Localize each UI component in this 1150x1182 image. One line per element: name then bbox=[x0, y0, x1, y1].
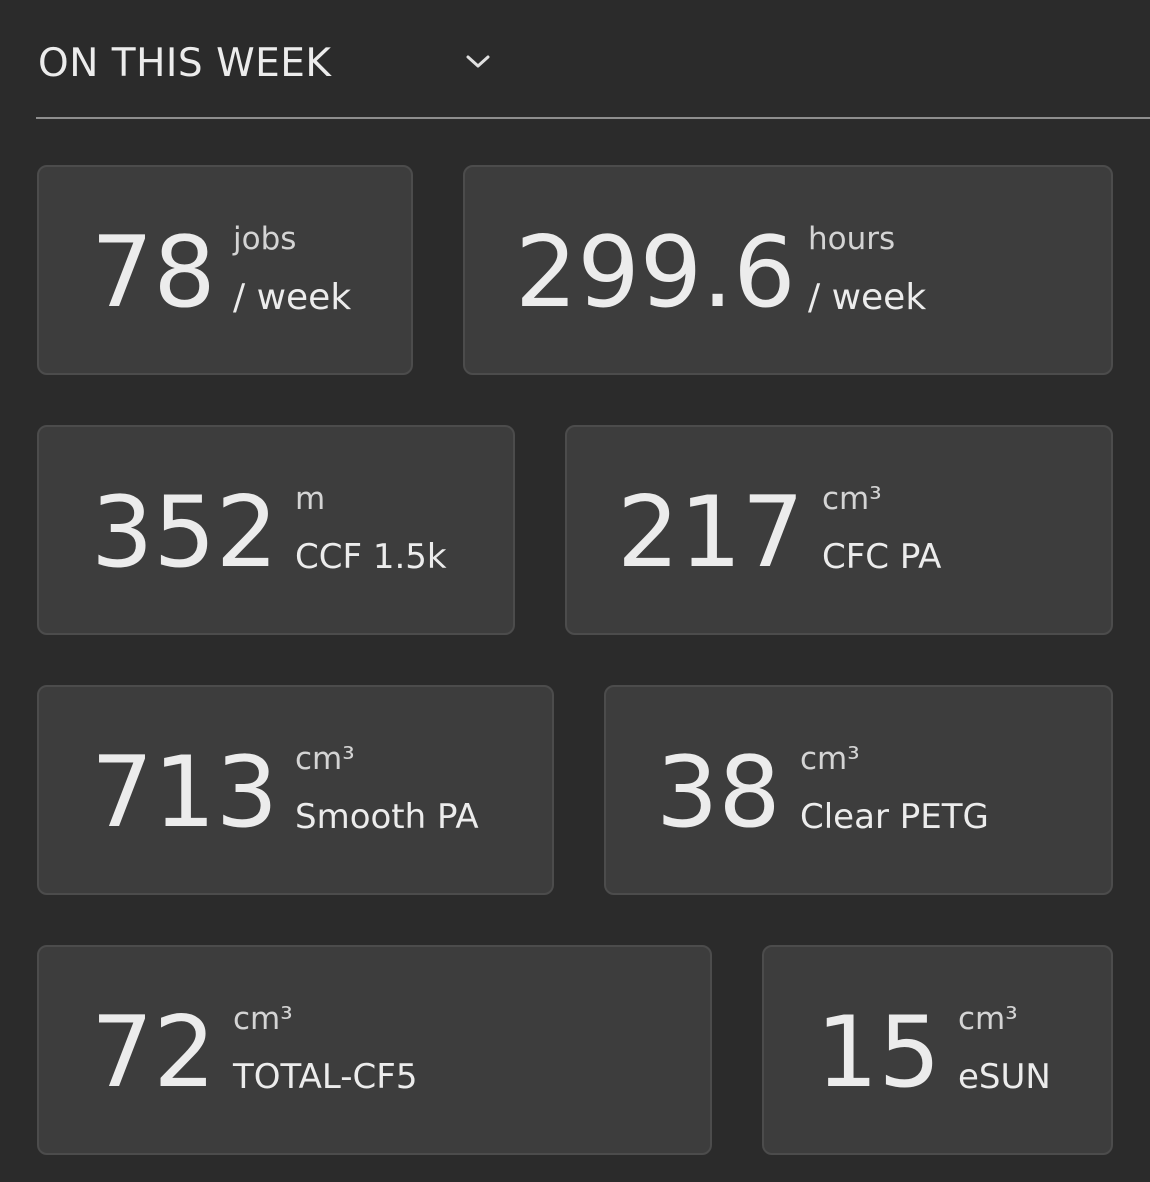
stat-unit: cm³ bbox=[822, 481, 882, 517]
stat-card-jobs: 78 jobs / week bbox=[37, 165, 413, 375]
stat-card-esun: 15 cm³ eSUN bbox=[762, 945, 1113, 1155]
stat-unit: cm³ bbox=[233, 1001, 293, 1037]
stat-card-hours: 299.6 hours / week bbox=[463, 165, 1113, 375]
stat-value: 78 bbox=[91, 216, 216, 330]
stat-card-smooth-pa: 713 cm³ Smooth PA bbox=[37, 685, 554, 895]
stat-card-cfc-pa: 217 cm³ CFC PA bbox=[565, 425, 1113, 635]
period-title: ON THIS WEEK bbox=[38, 40, 332, 86]
stat-value: 15 bbox=[816, 996, 941, 1110]
stat-card-ccf: 352 m CCF 1.5k bbox=[37, 425, 515, 635]
stat-label: CCF 1.5k bbox=[295, 537, 447, 577]
stat-unit: cm³ bbox=[295, 741, 355, 777]
stat-label: Clear PETG bbox=[800, 797, 989, 837]
stat-value: 352 bbox=[91, 476, 279, 590]
stat-value: 713 bbox=[91, 736, 279, 850]
stat-unit: cm³ bbox=[800, 741, 860, 777]
header-divider bbox=[36, 117, 1150, 119]
period-selector[interactable]: ON THIS WEEK bbox=[38, 28, 508, 98]
stat-unit: hours bbox=[808, 221, 896, 257]
stat-card-clear-petg: 38 cm³ Clear PETG bbox=[604, 685, 1113, 895]
stat-label: / week bbox=[233, 277, 352, 318]
stat-value: 217 bbox=[617, 476, 805, 590]
stat-unit: jobs bbox=[233, 221, 297, 257]
stat-unit: m bbox=[295, 481, 326, 517]
stat-unit: cm³ bbox=[958, 1001, 1018, 1037]
stat-value: 38 bbox=[656, 736, 781, 850]
stat-card-total-cf5: 72 cm³ TOTAL-CF5 bbox=[37, 945, 712, 1155]
stat-label: Smooth PA bbox=[295, 797, 479, 837]
stat-value: 72 bbox=[91, 996, 216, 1110]
stat-label: CFC PA bbox=[822, 537, 942, 577]
stat-label: / week bbox=[808, 277, 927, 318]
chevron-down-icon[interactable] bbox=[462, 46, 494, 78]
stat-label: TOTAL-CF5 bbox=[233, 1057, 418, 1097]
stat-label: eSUN bbox=[958, 1057, 1051, 1097]
stat-value: 299.6 bbox=[515, 216, 796, 330]
